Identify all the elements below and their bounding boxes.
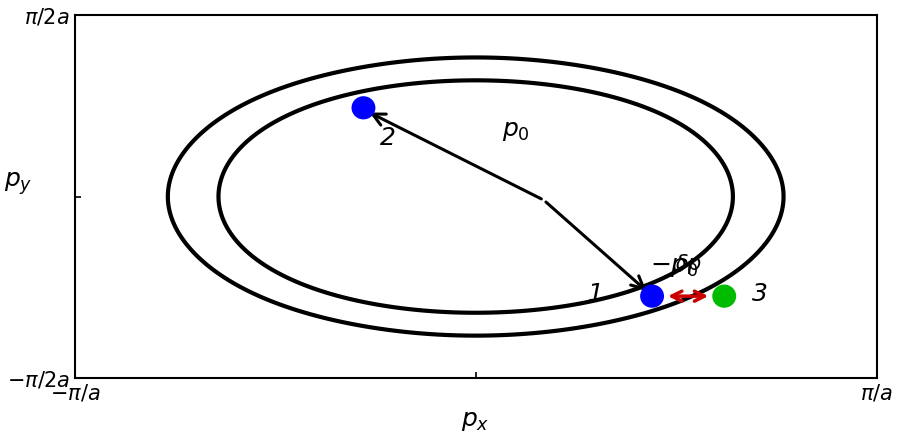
Ellipse shape — [352, 96, 375, 119]
Text: $\delta p$: $\delta p$ — [675, 252, 702, 276]
Text: 3: 3 — [752, 282, 768, 306]
Y-axis label: $p_y$: $p_y$ — [4, 170, 33, 197]
Ellipse shape — [712, 285, 736, 308]
X-axis label: $p_x$: $p_x$ — [462, 409, 490, 433]
Text: 1: 1 — [588, 282, 604, 306]
Text: $p_0$: $p_0$ — [502, 119, 529, 143]
Ellipse shape — [640, 285, 664, 308]
Text: $-p_0$: $-p_0$ — [650, 255, 698, 279]
Text: 2: 2 — [380, 126, 395, 150]
